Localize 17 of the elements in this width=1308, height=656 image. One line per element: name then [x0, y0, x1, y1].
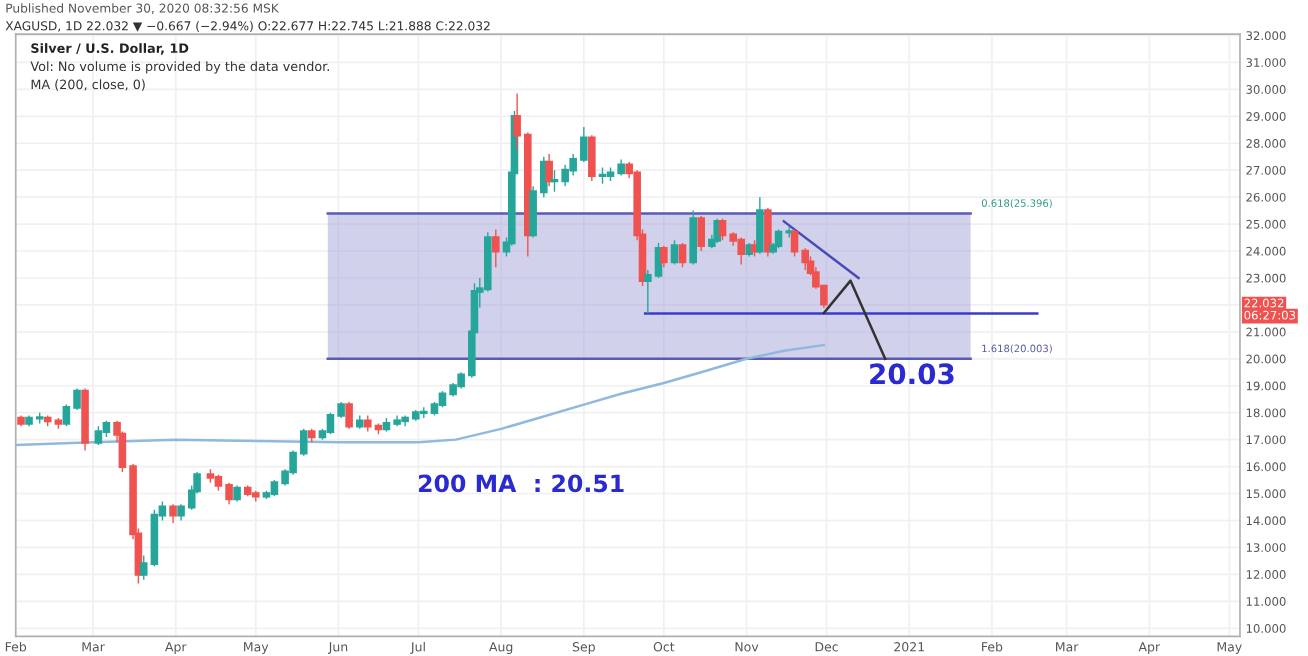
- candlestick: [169, 503, 177, 524]
- candlestick: [678, 242, 687, 268]
- candlestick: [492, 228, 500, 268]
- annotation: 200 MA : 20.51: [418, 474, 624, 493]
- annotation: 20.03: [870, 363, 954, 385]
- candlestick: [588, 134, 596, 182]
- line-series: [15, 343, 826, 447]
- candlestick: [660, 244, 668, 268]
- candlestick: [94, 425, 103, 446]
- candlestick: [756, 196, 764, 255]
- candlestick: [737, 236, 745, 266]
- candlestick: [689, 209, 697, 266]
- candlestick: [670, 239, 679, 266]
- candlestick: [697, 215, 705, 252]
- candlestick: [545, 153, 553, 188]
- candlestick: [345, 401, 353, 430]
- candlestick: [713, 217, 721, 244]
